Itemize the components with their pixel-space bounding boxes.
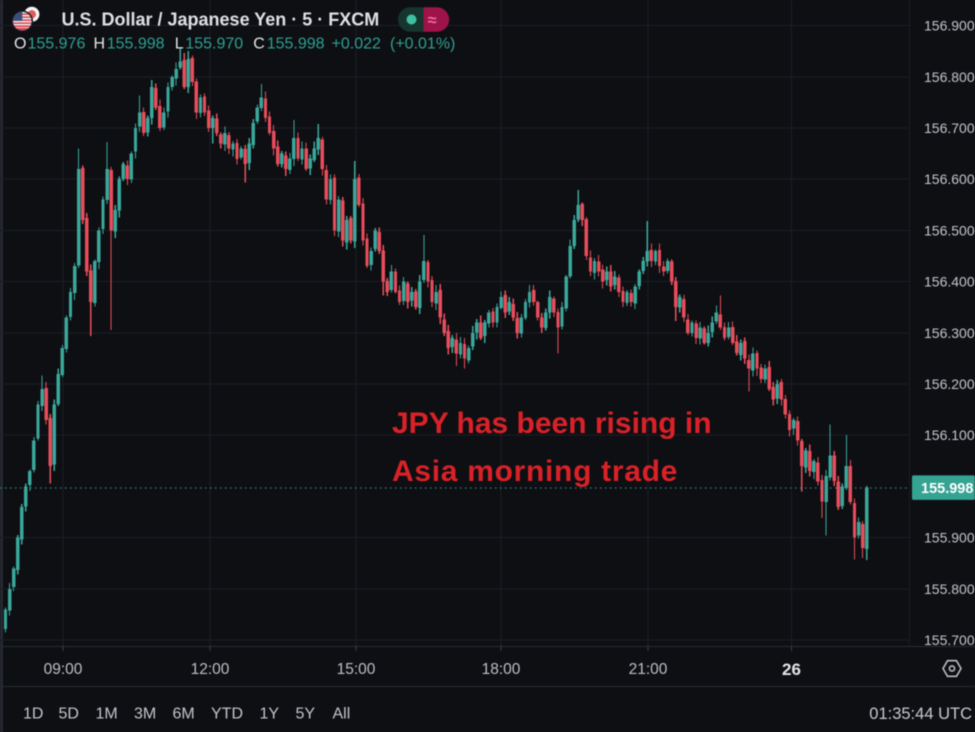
svg-text:155.800: 155.800 (924, 581, 975, 597)
svg-text:+0.022: +0.022 (332, 36, 381, 53)
svg-text:YTD: YTD (211, 706, 243, 723)
svg-text:H: H (94, 36, 106, 53)
svg-text:155.970: 155.970 (185, 36, 243, 53)
svg-text:156.500: 156.500 (924, 222, 975, 238)
svg-text:12:00: 12:00 (191, 661, 230, 678)
svg-text:156.200: 156.200 (924, 376, 975, 392)
svg-text:U.S. Dollar / Japanese Yen · 5: U.S. Dollar / Japanese Yen · 5 · FXCM (62, 10, 380, 30)
svg-text:All: All (333, 706, 351, 723)
svg-text:15:00: 15:00 (337, 661, 376, 678)
svg-text:155.998: 155.998 (107, 36, 165, 53)
svg-text:156.800: 156.800 (924, 69, 975, 85)
svg-text:O: O (14, 36, 26, 53)
svg-text:155.998: 155.998 (921, 481, 973, 497)
svg-text:JPY has been rising in: JPY has been rising in (392, 407, 712, 440)
svg-text:155.998: 155.998 (267, 36, 325, 53)
svg-text:09:00: 09:00 (44, 661, 83, 678)
svg-text:1D: 1D (23, 706, 43, 723)
svg-text:1M: 1M (96, 706, 118, 723)
svg-text:1Y: 1Y (260, 706, 280, 723)
svg-text:01:35:44 UTC: 01:35:44 UTC (869, 705, 972, 723)
svg-text:156.100: 156.100 (924, 427, 975, 443)
svg-text:≈: ≈ (428, 12, 437, 30)
svg-text:3M: 3M (134, 706, 156, 723)
svg-text:5D: 5D (59, 706, 79, 723)
svg-text:26: 26 (782, 660, 801, 679)
svg-text:156.900: 156.900 (924, 18, 975, 34)
svg-text:155.900: 155.900 (924, 530, 975, 546)
svg-text:156.400: 156.400 (924, 274, 975, 290)
svg-text:156.300: 156.300 (924, 325, 975, 341)
svg-text:156.700: 156.700 (924, 120, 975, 136)
svg-text:C: C (253, 36, 265, 53)
svg-text:155.700: 155.700 (924, 632, 975, 648)
svg-text:Asia morning trade: Asia morning trade (392, 455, 678, 488)
svg-text:21:00: 21:00 (629, 661, 668, 678)
svg-text:6M: 6M (173, 706, 195, 723)
svg-text:5Y: 5Y (296, 706, 316, 723)
svg-text:L: L (175, 36, 184, 53)
svg-text:(+0.01%): (+0.01%) (390, 36, 455, 53)
svg-text:18:00: 18:00 (482, 661, 521, 678)
svg-text:156.600: 156.600 (924, 171, 975, 187)
svg-text:155.976: 155.976 (28, 36, 86, 53)
